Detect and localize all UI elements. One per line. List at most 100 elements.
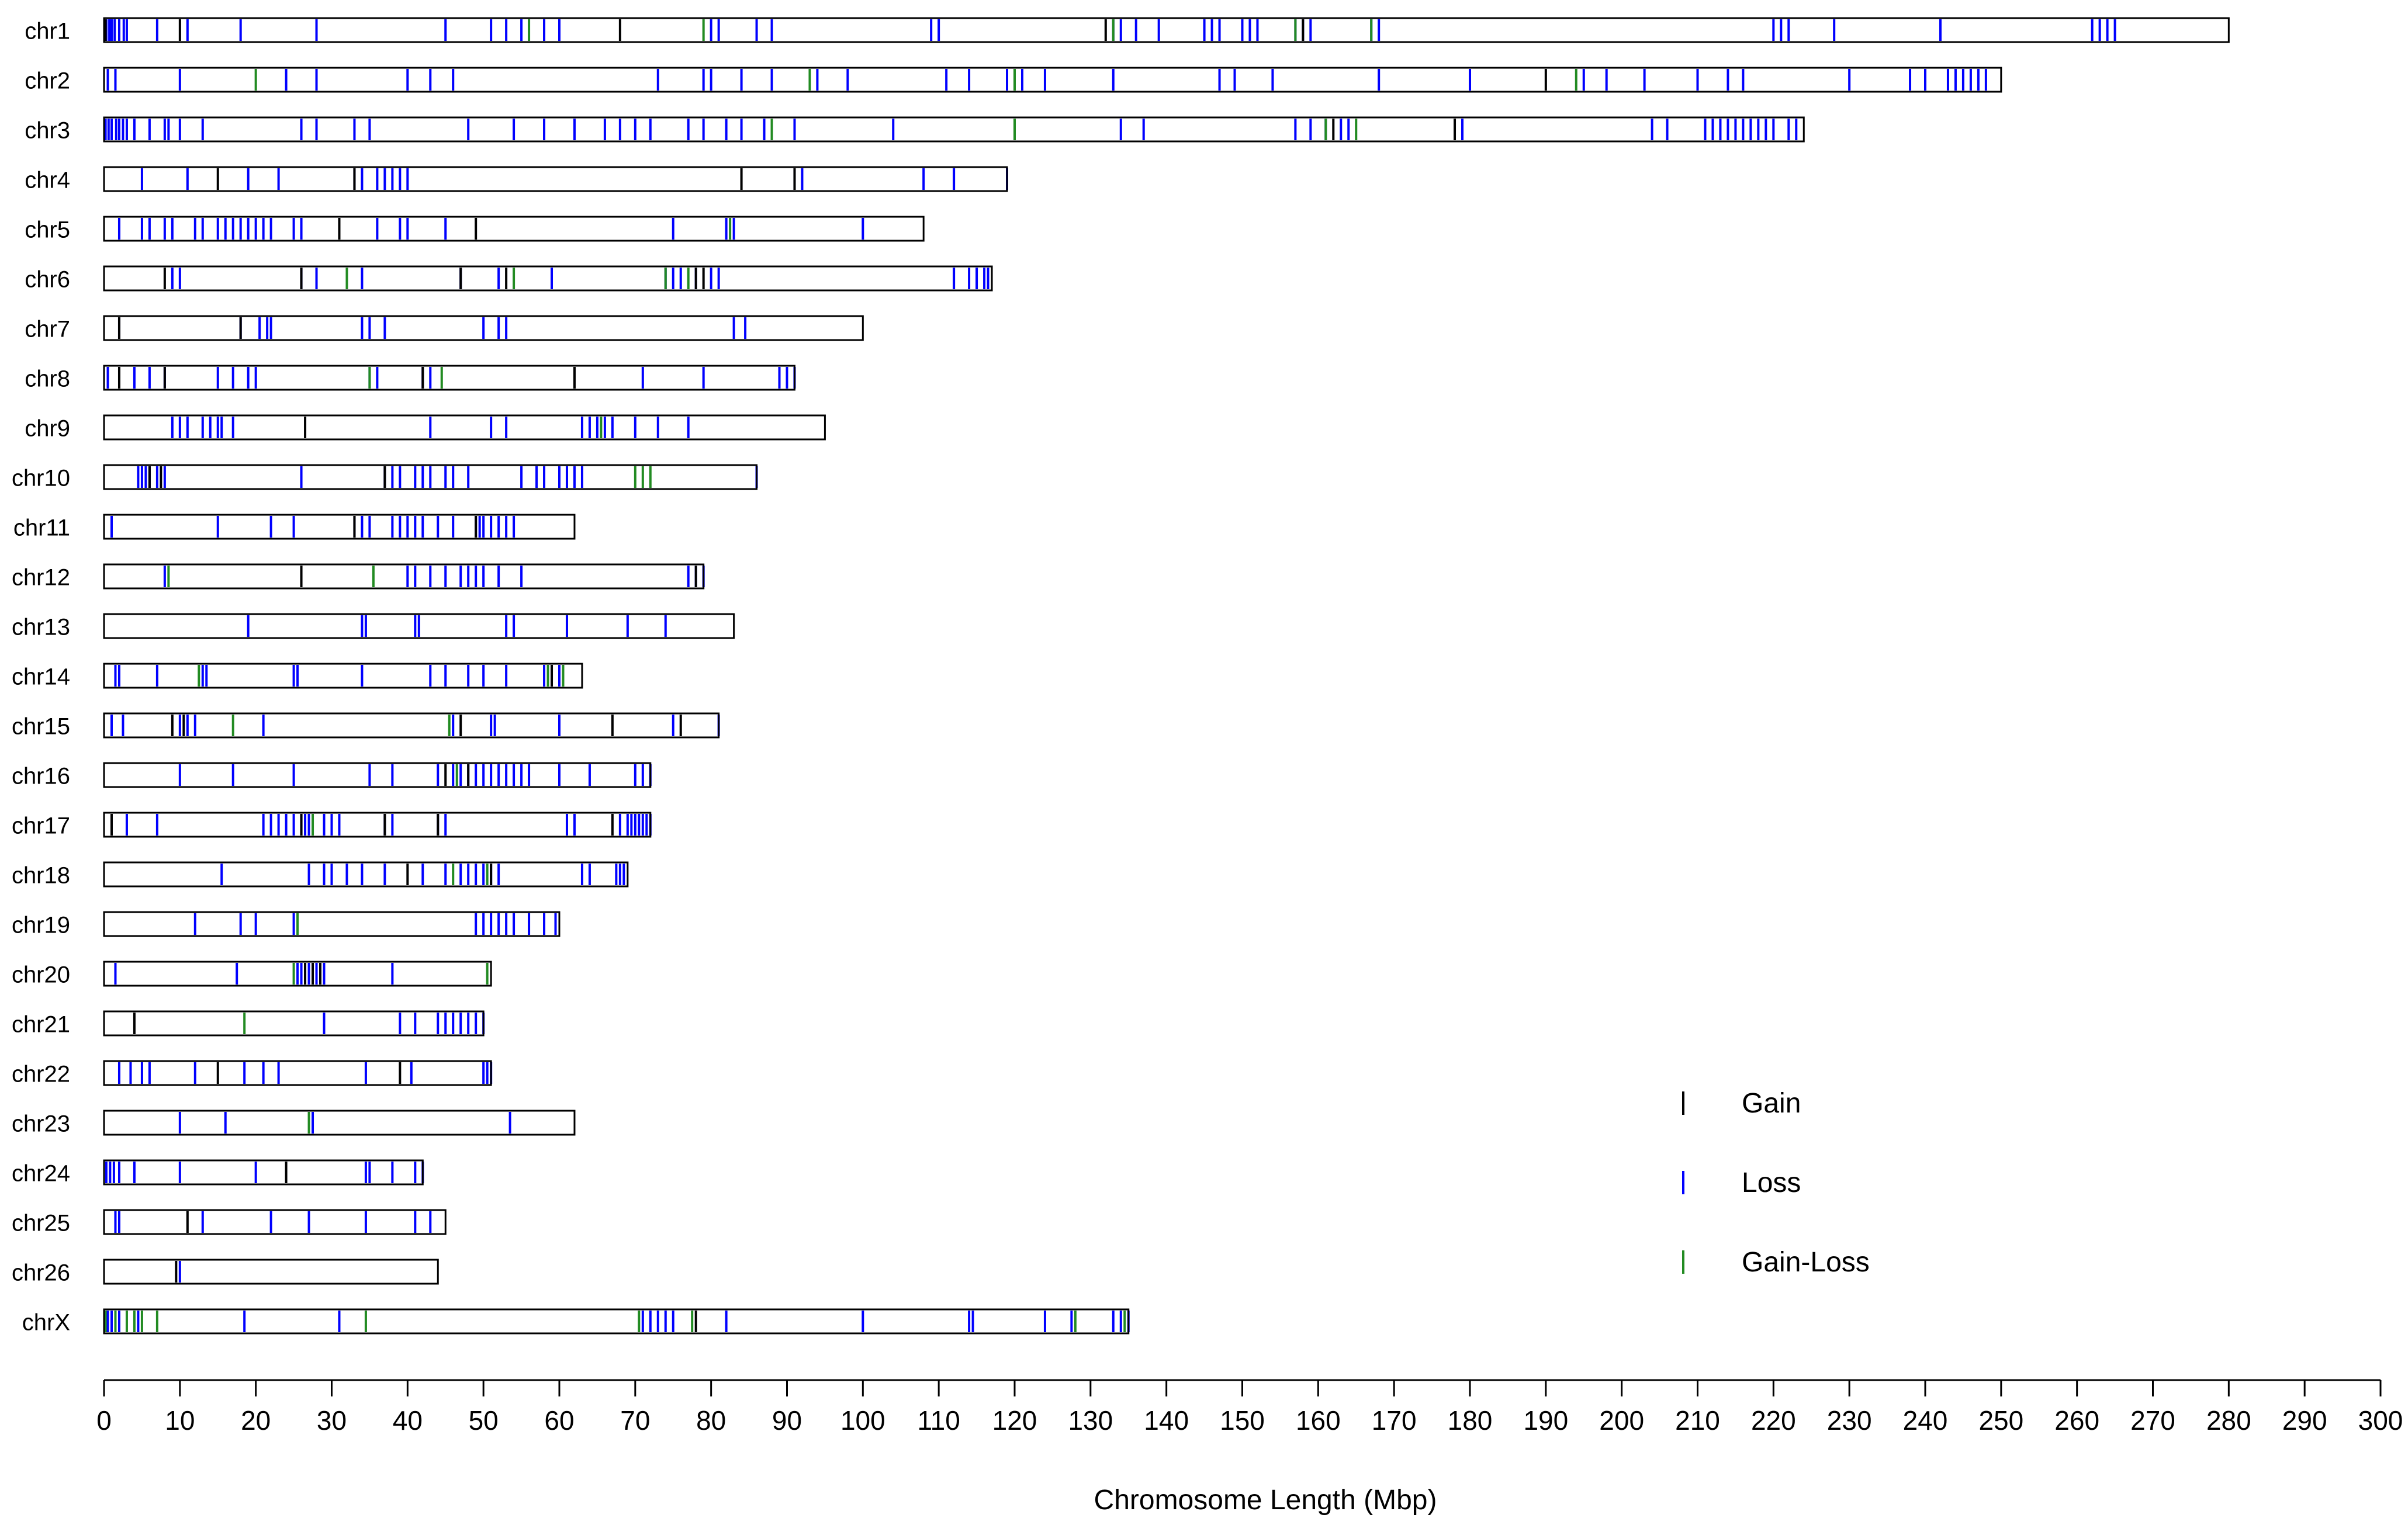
x-tick-label: 210 [1675, 1405, 1720, 1436]
chromosome-label: chr16 [12, 764, 70, 789]
x-tick-label: 90 [772, 1405, 802, 1436]
chromosome-label: chr9 [25, 416, 70, 442]
x-tick-label: 270 [2130, 1405, 2175, 1436]
chromosome-label: chr2 [25, 68, 70, 94]
chromosome-bar [103, 414, 826, 441]
x-tick-label: 240 [1903, 1405, 1948, 1436]
chromosome-row-chr15: chr15 [12, 712, 720, 740]
chromosome-label: chr15 [12, 714, 70, 740]
x-tick-label: 200 [1599, 1405, 1644, 1436]
chromosome-row-chr22: chr22 [12, 1060, 493, 1087]
chromosome-label: chrX [22, 1310, 70, 1336]
chromosome-bar [103, 116, 1805, 143]
chromosome-label: chr10 [12, 466, 70, 491]
chromosome-bar [103, 17, 2230, 43]
legend-label: Loss [1742, 1167, 1801, 1198]
x-tick-label: 160 [1296, 1405, 1341, 1436]
x-tick-label: 290 [2282, 1405, 2327, 1436]
chromosome-row-chr6: chr6 [25, 265, 993, 293]
chromosome-row-chr10: chr10 [12, 464, 758, 491]
chromosome-bar [103, 365, 795, 391]
chromosome-row-chr25: chr25 [12, 1209, 447, 1236]
chromosome-label: chr23 [12, 1111, 70, 1137]
legend: Gain Loss Gain-Loss [1682, 1088, 1870, 1278]
x-tick-label: 120 [992, 1405, 1037, 1436]
chromosome-label: chr20 [12, 962, 70, 988]
x-tick-label: 230 [1827, 1405, 1872, 1436]
chromosome-bar [103, 1010, 485, 1037]
chromosome-row-chr12: chr12 [12, 563, 705, 591]
chromosome-label: chr1 [25, 19, 70, 44]
x-tick-label: 220 [1751, 1405, 1796, 1436]
chromosome-row-chr20: chr20 [12, 961, 492, 988]
chromosome-row-chr4: chr4 [25, 166, 1009, 193]
chromosome-bar [103, 514, 576, 540]
chromosome-label: chr25 [12, 1211, 70, 1236]
chromosome-label: chr13 [12, 615, 70, 640]
chromosome-label: chr19 [12, 913, 70, 938]
chromosome-bar [103, 563, 705, 590]
x-tick-label: 300 [2358, 1405, 2403, 1436]
x-tick-label: 280 [2206, 1405, 2251, 1436]
chromosome-bar [103, 265, 993, 292]
chromosome-bar [103, 315, 864, 341]
chromosome-bar [103, 1259, 439, 1285]
x-tick-label: 110 [917, 1405, 960, 1436]
chromosome-bar [103, 861, 629, 888]
chromosome-row-chr2: chr2 [25, 67, 2002, 94]
x-tick-label: 140 [1144, 1405, 1189, 1436]
x-axis-label: Chromosome Length (Mbp) [1094, 1485, 1437, 1516]
legend-label: Gain [1742, 1088, 1801, 1119]
chromosome-row-chr17: chr17 [12, 812, 652, 839]
chromosome-label: chr21 [12, 1012, 70, 1038]
chromosome-row-chr21: chr21 [12, 1010, 485, 1038]
chromosome-label: chr24 [12, 1161, 70, 1187]
chromosome-row-chr24: chr24 [12, 1159, 424, 1187]
chromosome-row-chr3: chr3 [25, 116, 1805, 144]
chromosome-row-chr8: chr8 [25, 365, 796, 392]
chromosome-row-chrX: chrX [22, 1308, 1130, 1336]
x-tick-label: 30 [317, 1405, 347, 1436]
x-tick-label: 100 [840, 1405, 885, 1436]
chromosome-label: chr18 [12, 863, 70, 889]
x-tick-label: 70 [620, 1405, 650, 1436]
x-axis: 0 10 20 30 40 50 60 70 80 90 100 110 120 130 140 150 160… [96, 1379, 2403, 1436]
legend-label: Gain-Loss [1742, 1247, 1870, 1278]
chromosome-bar [103, 812, 652, 838]
chromosome-bar [103, 762, 652, 788]
chromosome-bar [103, 1159, 424, 1186]
chromosome-label: chr14 [12, 664, 70, 690]
chromosome-row-chr13: chr13 [12, 613, 735, 640]
x-tick-label: 10 [165, 1405, 195, 1436]
x-tick-label: 190 [1523, 1405, 1568, 1436]
x-tick-label: 170 [1372, 1405, 1417, 1436]
chromosome-bar [103, 464, 758, 490]
chromosome-bar [103, 1308, 1130, 1335]
chromosome-row-chr1: chr1 [25, 17, 2230, 44]
chromosome-label: chr4 [25, 168, 70, 193]
x-tick-label: 60 [544, 1405, 574, 1436]
chromosome-label: chr3 [25, 118, 70, 144]
chromosome-bar [103, 1209, 447, 1235]
chromosome-label: chr22 [12, 1062, 70, 1087]
chromosome-bar [103, 712, 720, 739]
chromosome-bar [103, 663, 583, 689]
chromosome-row-chr14: chr14 [12, 663, 583, 690]
x-tick-label: 250 [1978, 1405, 2023, 1436]
chromosome-bar [103, 1060, 492, 1086]
x-tick-label: 180 [1448, 1405, 1493, 1436]
chromosome-row-chr16: chr16 [12, 762, 652, 789]
chromosome-label: chr6 [25, 267, 70, 293]
chromosome-row-chr7: chr7 [25, 315, 864, 342]
x-tick-label: 40 [393, 1405, 423, 1436]
chromosome-row-chr11: chr11 [13, 514, 576, 541]
chromosome-bar [103, 961, 492, 987]
chromosome-label: chr5 [25, 217, 70, 243]
chromosome-bar [103, 911, 561, 937]
x-tick-label: 130 [1068, 1405, 1113, 1436]
chromosome-row-chr23: chr23 [12, 1110, 576, 1137]
x-tick-label: 260 [2054, 1405, 2099, 1436]
chromosome-bar [103, 216, 925, 242]
chromosome-tracks: chr1 chr2 chr3 chr4 chr5 chr6 chr7 chr8 chr9 chr1… [12, 17, 2230, 1336]
